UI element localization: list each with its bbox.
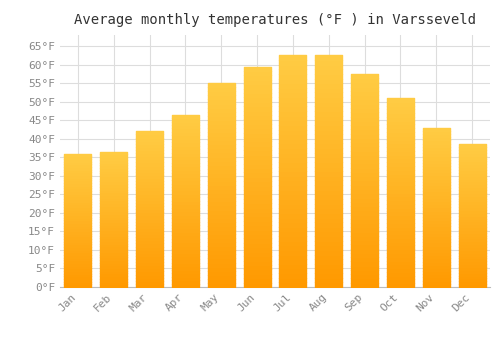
Bar: [244, 66, 270, 287]
Bar: [458, 144, 485, 287]
Bar: [208, 83, 234, 287]
Bar: [172, 115, 199, 287]
Bar: [64, 154, 92, 287]
Bar: [100, 152, 127, 287]
Bar: [387, 98, 414, 287]
Bar: [316, 55, 342, 287]
Bar: [351, 74, 378, 287]
Bar: [280, 55, 306, 287]
Title: Average monthly temperatures (°F ) in Varsseveld: Average monthly temperatures (°F ) in Va…: [74, 13, 476, 27]
Bar: [423, 128, 450, 287]
Bar: [136, 131, 163, 287]
